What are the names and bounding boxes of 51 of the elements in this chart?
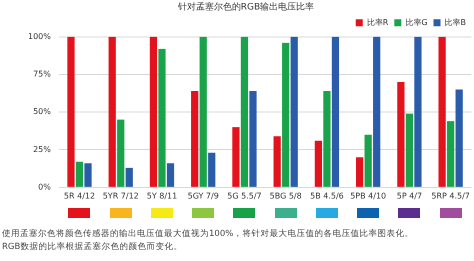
bar (117, 120, 124, 187)
legend-label: 比率R (366, 18, 389, 27)
bar (438, 36, 446, 187)
x-tick-label: 5Y 8/11 (146, 191, 178, 200)
legend-label: 比率G (405, 18, 428, 27)
bar (84, 163, 92, 187)
x-tick-label: 5GY 7/9 (188, 191, 219, 200)
bar (126, 168, 133, 187)
bar (406, 114, 414, 187)
bar (290, 36, 298, 187)
bar (274, 136, 281, 187)
bar (414, 36, 422, 187)
bar (364, 134, 372, 187)
x-tick-label: 5PB 4/10 (350, 191, 386, 200)
x-tick-label: 5BG 5/8 (270, 191, 302, 200)
y-tick-label: 0% (38, 182, 52, 192)
text: RGB数据的比率根据孟塞尔色的颜色而变化。 (2, 241, 184, 254)
y-tick-label: 75% (33, 70, 52, 79)
bar (314, 140, 322, 187)
bar (232, 127, 240, 187)
bar (150, 36, 158, 187)
text: 使用孟塞尔色将颜色传感器的输出电压值最大值视为100%，将针对最大电压值的各电压值比率图表化。 (2, 228, 414, 241)
bar (158, 48, 166, 187)
x-tick-label: 5R 4/12 (64, 191, 96, 200)
bar (67, 36, 75, 187)
bar (191, 91, 198, 187)
bar (282, 42, 290, 187)
bar (108, 36, 116, 187)
y-tick-label: 25% (33, 144, 52, 154)
bar (373, 36, 380, 187)
legend-label: 比率B (444, 18, 466, 27)
x-tick-label: 5YR 7/12 (102, 191, 139, 200)
bar (447, 121, 454, 187)
bar (332, 36, 340, 187)
x-tick-label: 5B 4.5/6 (310, 191, 344, 200)
y-tick-label: 100% (28, 32, 52, 41)
bar (240, 36, 248, 187)
x-tick-label: 5P 4/7 (396, 191, 422, 200)
bar (208, 152, 216, 187)
bar (456, 90, 463, 187)
bar (200, 36, 207, 187)
bar (323, 91, 331, 187)
y-tick-label: 50% (33, 107, 52, 116)
bar (76, 162, 84, 187)
x-tick-label: 5G 5.5/7 (227, 191, 262, 200)
x-tick-label: 5RP 4.5/7 (431, 191, 470, 200)
bar (249, 91, 257, 187)
chart-title: 针对孟塞尔色的RGB输出电压比率 (176, 2, 314, 13)
bar (166, 163, 174, 187)
bar (397, 82, 404, 187)
bar (356, 157, 364, 187)
